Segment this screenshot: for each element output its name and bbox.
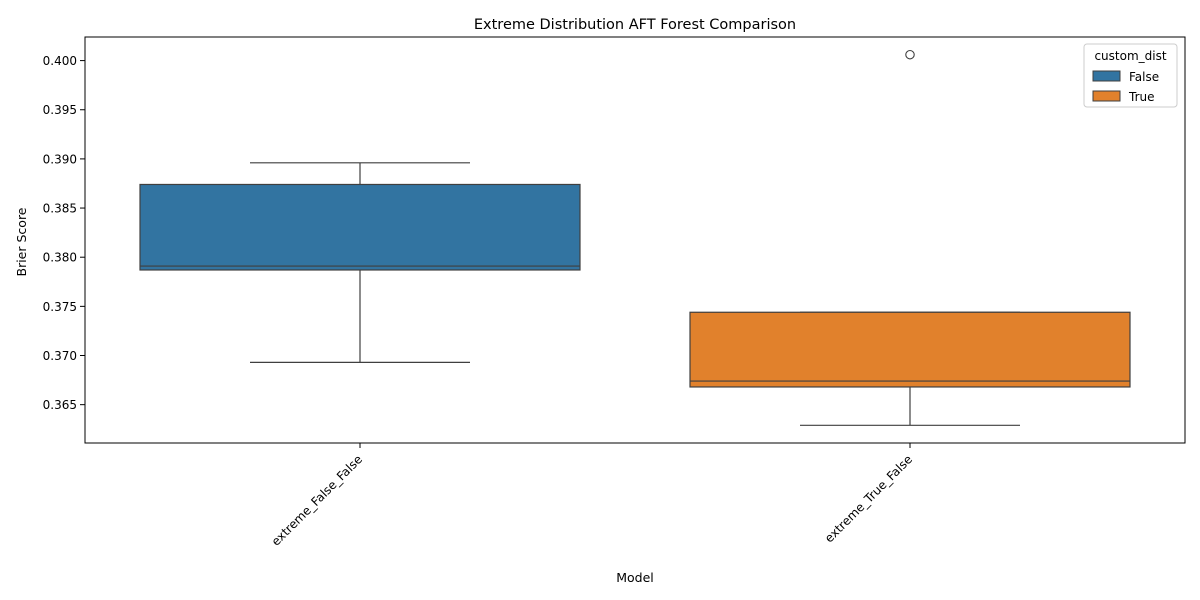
legend: custom_dist False True [1084,44,1177,107]
box [690,312,1130,387]
y-tick-label: 0.375 [43,300,77,314]
x-axis: extreme_False_False extreme_True_False [269,443,915,549]
legend-swatch-false [1093,71,1120,81]
y-tick-label: 0.380 [43,251,77,265]
y-tick-label: 0.370 [43,349,77,363]
y-tick-label: 0.390 [43,152,77,166]
legend-title: custom_dist [1094,49,1166,63]
plot-area [140,50,1130,425]
y-axis: 0.365 0.370 0.375 0.380 0.385 0.390 0.395 0.400 [43,54,85,412]
outlier-point [906,50,914,58]
y-tick-label: 0.395 [43,103,77,117]
chart-title: Extreme Distribution AFT Forest Comparis… [474,17,796,33]
legend-swatch-true [1093,91,1120,101]
x-tick-label: extreme_True_False [822,452,915,545]
y-axis-label: Brier Score [14,207,29,276]
x-tick-label: extreme_False_False [269,452,365,548]
y-tick-label: 0.400 [43,54,77,68]
box [140,184,580,270]
box-group-true [690,50,1130,425]
legend-label-false: False [1129,70,1159,84]
y-tick-label: 0.365 [43,398,77,412]
x-axis-label: Model [616,570,654,585]
y-tick-label: 0.385 [43,202,77,216]
box-group-false [140,163,580,363]
legend-label-true: True [1128,90,1155,104]
